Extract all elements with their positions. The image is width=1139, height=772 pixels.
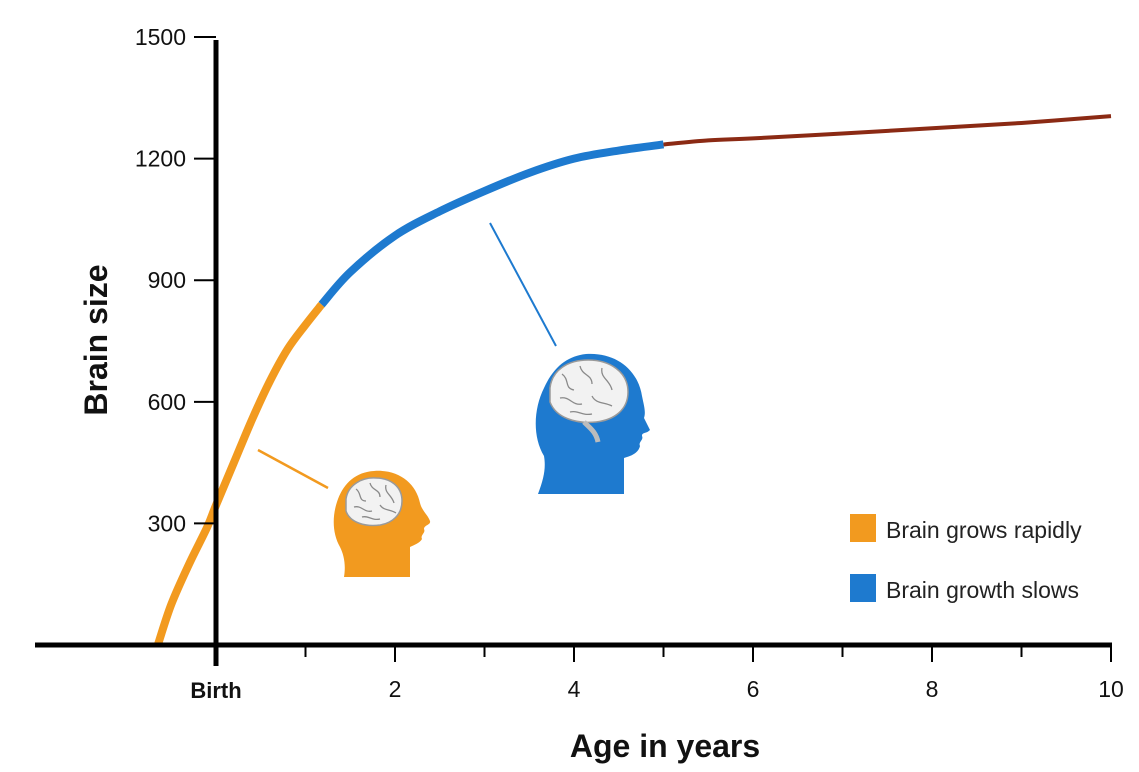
legend-label-slows: Brain growth slows [886,577,1079,603]
series-line-2 [663,114,1112,147]
y-tick-label-900: 900 [148,267,186,293]
slows-leader-line [489,222,557,347]
series-line-0 [154,302,325,647]
axes: 300 600 900 1200 1500 Birth 2 4 6 8 10 [35,24,1124,703]
series-line-1 [318,140,665,308]
rapid-leader-line [257,448,329,490]
x-tick-label-8: 8 [926,676,939,702]
x-tick-label-10: 10 [1098,676,1124,702]
infant-head-brain-icon [333,470,431,577]
y-tick-label-300: 300 [148,510,186,536]
legend-swatch-slows [850,574,876,602]
x-tick-label-birth: Birth [190,678,241,703]
x-tick-label-2: 2 [389,676,402,702]
x-tick-label-6: 6 [747,676,760,702]
toddler-head-brain-icon [535,353,650,494]
legend-label-rapid: Brain grows rapidly [886,517,1082,543]
y-tick-label-1200: 1200 [135,146,186,172]
x-axis-title: Age in years [570,728,760,764]
legend-swatch-rapid [850,514,876,542]
legend: Brain grows rapidly Brain growth slows [850,514,1082,603]
y-tick-label-600: 600 [148,389,186,415]
series-layer [154,114,1112,647]
x-tick-label-4: 4 [568,676,581,702]
y-axis-title: Brain size [78,264,114,415]
y-tick-label-1500: 1500 [135,24,186,50]
